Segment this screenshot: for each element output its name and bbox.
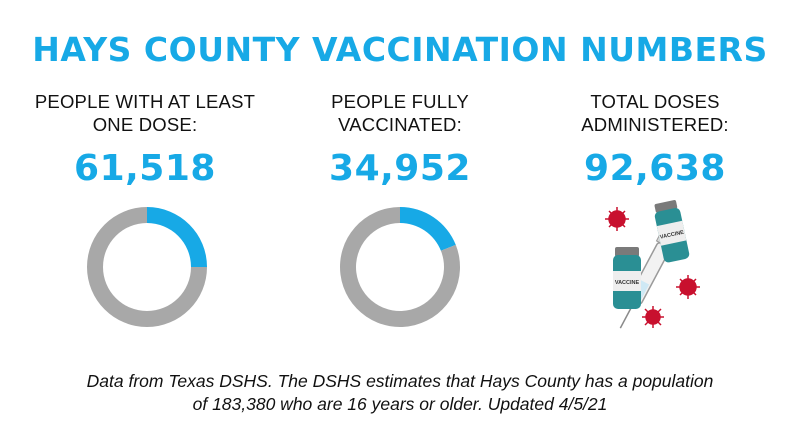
virus-icon xyxy=(605,207,629,231)
source-footnote: Data from Texas DSHS. The DSHS estimates… xyxy=(0,370,800,416)
virus-icon xyxy=(676,275,700,299)
donut-slice-share xyxy=(400,207,456,251)
stat-value: 61,518 xyxy=(74,148,216,189)
stat-label-line: ONE DOSE: xyxy=(92,114,198,135)
donut-chart-fully-vaccinated xyxy=(340,207,460,327)
stat-at-least-one-dose: PEOPLE WITH AT LEAST ONE DOSE: 61,518 xyxy=(15,90,275,189)
vial-label: VACCINE xyxy=(659,230,684,241)
stat-label: PEOPLE FULLY VACCINATED: xyxy=(270,90,530,138)
stat-label: TOTAL DOSES ADMINISTERED: xyxy=(525,90,785,138)
vaccine-vial-icon: VACCINE xyxy=(654,200,690,263)
vaccine-syringe-virus-icon: VACCINE VACCINE xyxy=(605,200,700,329)
stat-label-line: VACCINATED: xyxy=(338,114,462,135)
vaccine-vial-icon: VACCINE xyxy=(613,247,641,309)
stat-label-line: ADMINISTERED: xyxy=(581,114,729,135)
stat-label-line: PEOPLE WITH AT LEAST xyxy=(34,91,256,112)
virus-icon xyxy=(642,306,664,328)
footnote-line: of 183,380 who are 16 years or older. Up… xyxy=(192,394,608,414)
donut-slice-share xyxy=(147,207,207,267)
stat-value: 92,638 xyxy=(584,148,726,189)
stat-fully-vaccinated: PEOPLE FULLY VACCINATED: 34,952 xyxy=(270,90,530,189)
footnote-line: Data from Texas DSHS. The DSHS estimates… xyxy=(86,371,714,391)
donut-chart-at-least-one-dose xyxy=(87,207,207,327)
vial-label: VACCINE xyxy=(615,280,640,286)
page-title: HAYS COUNTY VACCINATION NUMBERS xyxy=(32,30,768,69)
stat-label-line: PEOPLE FULLY xyxy=(331,91,469,112)
stat-total-doses: TOTAL DOSES ADMINISTERED: 92,638 xyxy=(525,90,785,189)
stat-label: PEOPLE WITH AT LEAST ONE DOSE: xyxy=(15,90,275,138)
stat-value: 34,952 xyxy=(329,148,471,189)
stat-label-line: TOTAL DOSES xyxy=(590,91,720,112)
